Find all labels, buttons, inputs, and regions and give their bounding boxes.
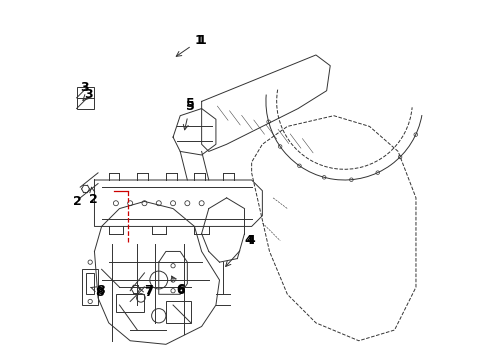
Text: 5: 5 [185, 97, 194, 110]
Text: 2: 2 [73, 195, 81, 208]
Text: 4: 4 [246, 234, 255, 247]
Text: 3: 3 [80, 81, 89, 94]
Bar [82, 269, 98, 305]
Text: 1: 1 [198, 34, 206, 47]
Text: 6: 6 [176, 283, 185, 296]
Bar [77, 87, 94, 109]
Bar [85, 273, 94, 294]
Text: 2: 2 [89, 187, 98, 206]
Text: 4: 4 [225, 234, 253, 266]
Text: 8: 8 [95, 286, 104, 299]
Text: 6: 6 [171, 276, 185, 297]
Bar [165, 301, 190, 323]
Text: 1: 1 [176, 34, 203, 57]
Text: 7: 7 [144, 286, 153, 299]
Text: 7: 7 [139, 284, 153, 297]
Text: 5: 5 [183, 100, 194, 130]
Bar [116, 294, 144, 312]
Text: 3: 3 [83, 88, 92, 101]
Text: 8: 8 [91, 284, 104, 297]
